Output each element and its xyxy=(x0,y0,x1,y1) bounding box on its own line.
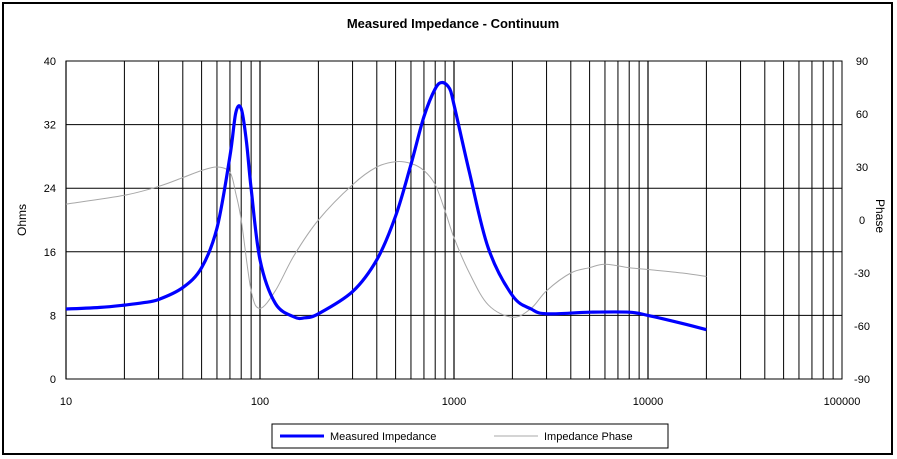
y2-tick-label: -60 xyxy=(854,321,870,333)
y2-tick-label: 60 xyxy=(856,109,868,121)
y-tick-label: 8 xyxy=(50,310,56,322)
y-axis-label: Ohms xyxy=(15,204,29,236)
y2-tick-label: 0 xyxy=(859,215,865,227)
y-tick-label: 24 xyxy=(44,183,56,195)
legend-label-measured-impedance: Measured Impedance xyxy=(330,431,436,443)
plot-area xyxy=(65,60,843,380)
legend: Measured Impedance Impedance Phase xyxy=(271,423,669,449)
impedance-chart: Measured Impedance - Continuum 10 100 1000… xyxy=(15,16,887,449)
x-tick-label: 100 xyxy=(251,396,269,408)
y2-tick-label: -90 xyxy=(854,374,870,386)
y-tick-label: 16 xyxy=(44,247,56,259)
tick-labels: 10 100 1000 10000 100000 0 8 16 24 32 40 -90 -60 -30 0… xyxy=(44,56,870,408)
series-impedance-phase xyxy=(65,161,707,318)
chart-title: Measured Impedance - Continuum xyxy=(347,16,559,31)
y-tick-label: 32 xyxy=(44,120,56,132)
x-tick-label: 100000 xyxy=(824,396,861,408)
x-tick-label: 10000 xyxy=(633,396,664,408)
y2-tick-label: 90 xyxy=(856,56,868,68)
legend-box xyxy=(271,423,669,449)
x-tick-label: 10 xyxy=(60,396,72,408)
y2-tick-label: 30 xyxy=(856,162,868,174)
grid xyxy=(65,60,842,380)
series-layer xyxy=(65,80,707,332)
legend-label-impedance-phase: Impedance Phase xyxy=(544,431,633,443)
y-tick-label: 40 xyxy=(44,56,56,68)
y2-axis-label: Phase xyxy=(873,199,887,233)
y-tick-label: 0 xyxy=(50,374,56,386)
y2-tick-label: -30 xyxy=(854,268,870,280)
series-measured-impedance xyxy=(65,80,707,332)
x-tick-label: 1000 xyxy=(442,396,466,408)
